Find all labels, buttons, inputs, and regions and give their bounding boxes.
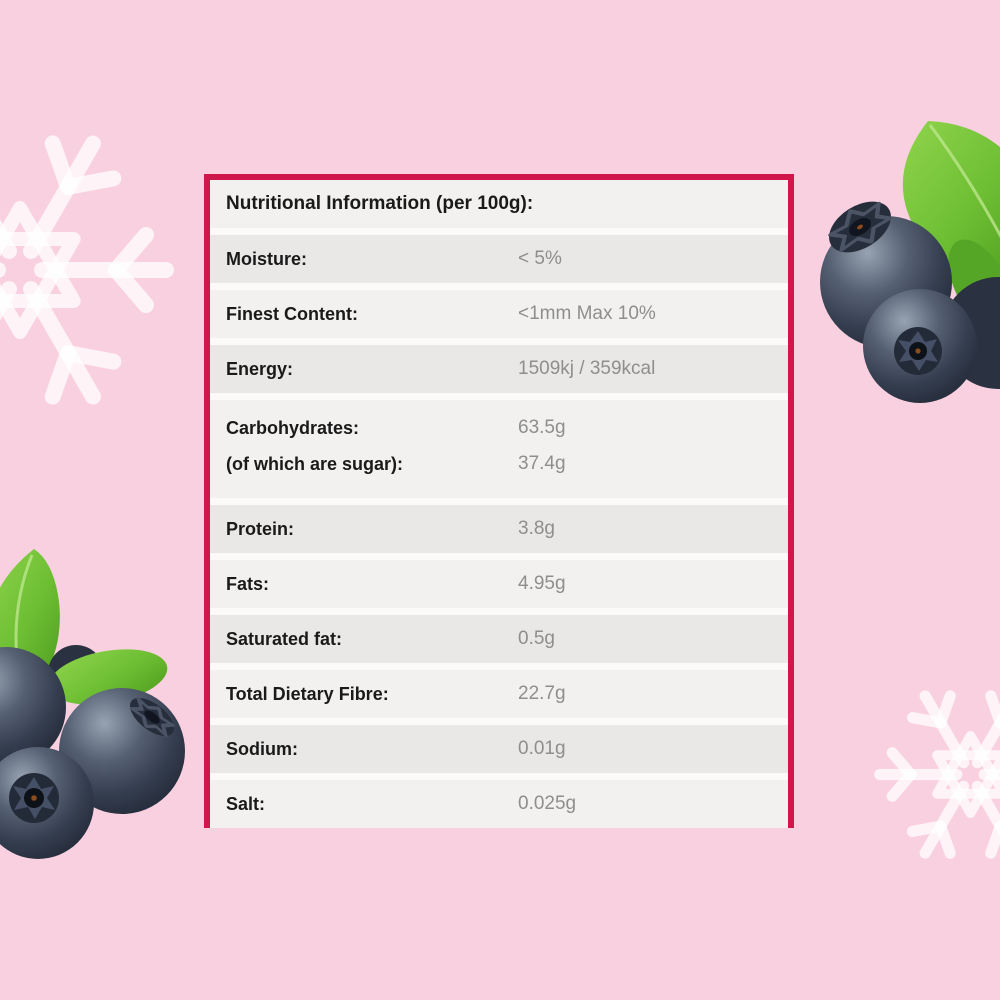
table-row-line: Total Dietary Fibre: 22.7g [210, 680, 788, 708]
blueberries-with-leaf-image [0, 549, 185, 859]
nutrient-value: 0.01g [518, 738, 566, 759]
nutrient-label: Fats: [226, 574, 270, 594]
table-title: Nutritional Information (per 100g): [210, 180, 788, 228]
table-row: Total Dietary Fibre: 22.7g [210, 670, 788, 718]
table-row-line: Saturated fat: 0.5g [210, 625, 788, 653]
nutrient-value: 63.5g [518, 417, 566, 438]
table-row: Saturated fat: 0.5g [210, 615, 788, 663]
nutrient-value: 0.025g [518, 793, 577, 814]
nutrient-label: Protein: [226, 519, 295, 539]
table-rows: Moisture: < 5% Finest Content: <1mm Max … [210, 235, 788, 828]
table-row: Moisture: < 5% [210, 235, 788, 283]
table-row: Sodium: 0.01g [210, 725, 788, 773]
nutrient-label: Sodium: [226, 739, 298, 759]
nutrient-value: <1mm Max 10% [518, 303, 656, 324]
table-row: Protein: 3.8g [210, 505, 788, 553]
table-row-line: Finest Content: <1mm Max 10% [210, 300, 788, 328]
nutrient-label: Total Dietary Fibre: [226, 684, 389, 704]
table-row-line: Protein: 3.8g [210, 515, 788, 543]
nutrient-value: < 5% [518, 248, 562, 269]
table-row-line: Moisture: < 5% [210, 245, 788, 273]
nutrient-value: 3.8g [518, 518, 555, 539]
nutrient-label: Finest Content: [226, 304, 358, 324]
table-row: Salt: 0.025g [210, 780, 788, 828]
nutrient-value: 4.95g [518, 573, 566, 594]
table-row: Finest Content: <1mm Max 10% [210, 290, 788, 338]
table-row-line: Fats: 4.95g [210, 570, 788, 598]
table-row: Energy: 1509kj / 359kcal [210, 345, 788, 393]
snowflake-icon [874, 690, 1000, 859]
nutrient-value: 0.5g [518, 628, 555, 649]
nutrient-label: Carbohydrates: [226, 418, 360, 438]
snowflake-icon [0, 135, 174, 405]
nutrient-value: 37.4g [518, 453, 566, 474]
table-row-line: Energy: 1509kj / 359kcal [210, 355, 788, 383]
nutrient-value: 1509kj / 359kcal [518, 358, 656, 379]
nutrient-label: Saturated fat: [226, 629, 343, 649]
nutrition-table: Nutritional Information (per 100g): Mois… [204, 174, 794, 828]
nutrient-label: Moisture: [226, 249, 307, 269]
nutrient-label: Salt: [226, 794, 266, 814]
table-row-line: Carbohydrates: 63.5g [210, 410, 788, 446]
table-row-line: Salt: 0.025g [210, 790, 788, 818]
nutrient-label: Energy: [226, 359, 294, 379]
table-row: Carbohydrates: 63.5g (of which are sugar… [210, 400, 788, 498]
nutrient-label: (of which are sugar): [226, 454, 404, 474]
table-row-line: Sodium: 0.01g [210, 735, 788, 763]
nutrient-value: 22.7g [518, 683, 566, 704]
blueberries-with-leaf-image [820, 121, 1000, 403]
table-row-line: (of which are sugar): 37.4g [210, 446, 788, 482]
table-row: Fats: 4.95g [210, 560, 788, 608]
